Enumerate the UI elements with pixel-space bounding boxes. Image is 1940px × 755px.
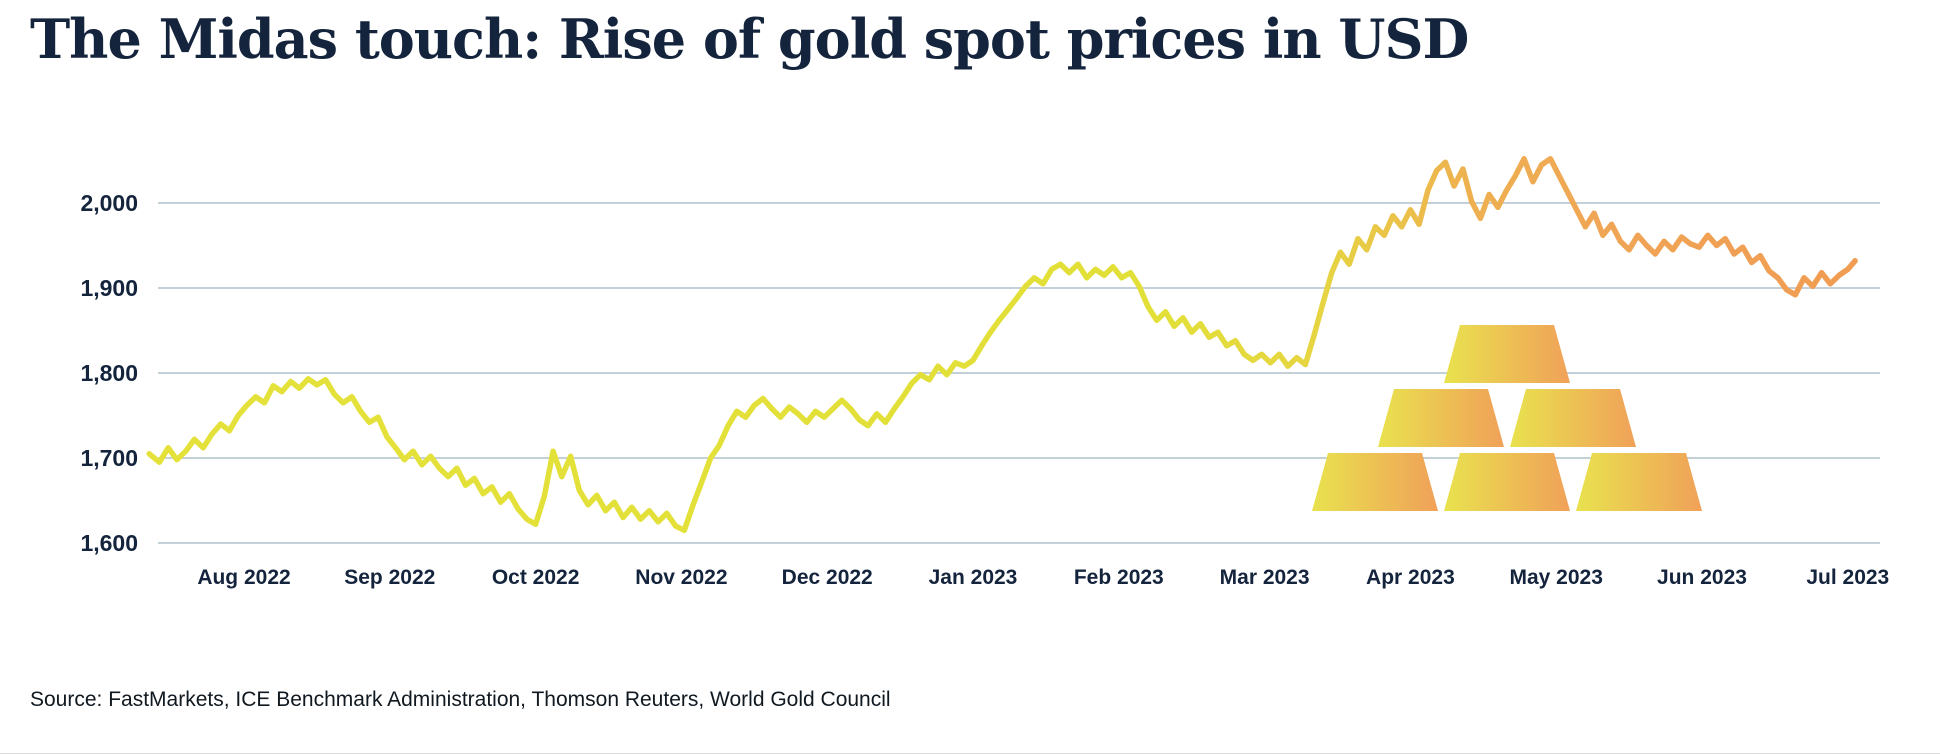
- x-tick-label: Feb 2023: [1074, 566, 1164, 589]
- source-note: Source: FastMarkets, ICE Benchmark Admin…: [30, 688, 891, 711]
- x-tick-label: Nov 2022: [635, 566, 727, 589]
- x-tick-label: May 2023: [1509, 566, 1602, 589]
- x-tick-label: Dec 2022: [782, 566, 873, 589]
- gold-bar-icon: [1444, 453, 1570, 511]
- x-tick-label: Oct 2022: [492, 566, 580, 589]
- bottom-divider: [0, 753, 1940, 754]
- y-tick-label: 1,700: [80, 445, 138, 471]
- y-axis-labels: 2,000 1,900 1,800 1,700 1,600: [80, 190, 138, 556]
- gold-bar-icon: [1510, 389, 1636, 447]
- y-tick-label: 1,800: [80, 360, 138, 386]
- x-tick-label: Jan 2023: [929, 566, 1018, 589]
- x-tick-label: Sep 2022: [344, 566, 435, 589]
- x-tick-label: Aug 2022: [197, 566, 290, 589]
- price-line: [146, 156, 1858, 534]
- y-tick-label: 1,900: [80, 275, 138, 301]
- y-tick-label: 1,600: [80, 530, 138, 556]
- page-title: The Midas touch: Rise of gold spot price…: [30, 7, 1469, 71]
- y-tick-label: 2,000: [80, 190, 138, 216]
- x-tick-label: Mar 2023: [1220, 566, 1310, 589]
- x-tick-label: Jun 2023: [1657, 566, 1747, 589]
- x-axis-labels: Aug 2022 Sep 2022 Oct 2022 Nov 2022 Dec 2022…: [197, 566, 1889, 589]
- price-chart: 2,000 1,900 1,800 1,700 1,600 Aug 2022 Sep 202…: [80, 156, 1889, 589]
- gold-bar-icon: [1312, 453, 1438, 511]
- gold-bar-icon: [1576, 453, 1702, 511]
- x-tick-label: Apr 2023: [1366, 566, 1455, 589]
- gold-bars-icon: [1312, 325, 1702, 511]
- gold-bar-icon: [1444, 325, 1570, 383]
- x-tick-label: Jul 2023: [1806, 566, 1889, 589]
- gold-bar-icon: [1378, 389, 1504, 447]
